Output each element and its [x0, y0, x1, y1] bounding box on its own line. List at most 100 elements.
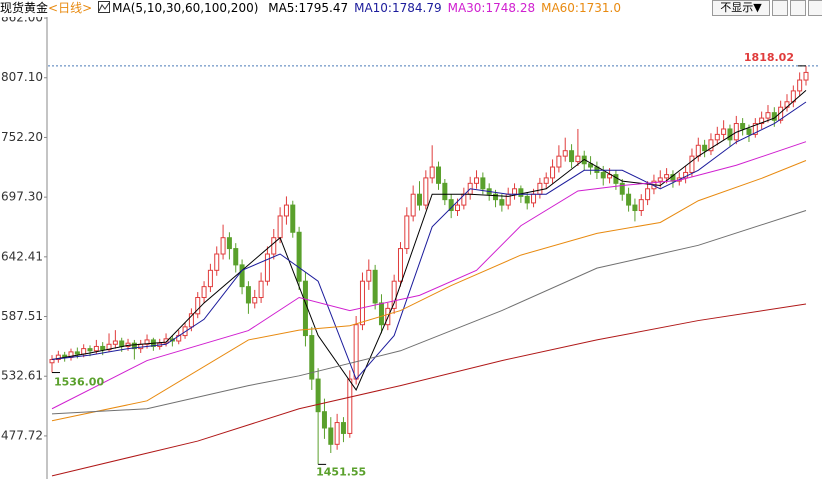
- candle-body: [512, 188, 518, 195]
- candle-body: [797, 79, 803, 92]
- ma-line: [51, 90, 807, 391]
- candle-body: [803, 71, 809, 81]
- candle-body: [442, 182, 448, 201]
- legend-entry: MA5:1795.47: [268, 1, 349, 15]
- candle-body: [493, 193, 499, 201]
- candle-body: [429, 166, 435, 179]
- candle-body: [410, 193, 416, 217]
- candle-body: [607, 174, 613, 179]
- candle-body: [55, 354, 61, 360]
- candle-body: [455, 204, 461, 212]
- icon-button[interactable]: [808, 0, 822, 16]
- candle-body: [226, 237, 232, 250]
- y-tick-label: 1697.30: [0, 190, 43, 204]
- candle-body: [366, 269, 372, 282]
- annotation: 1818.02: [744, 51, 794, 64]
- candle-body: [372, 269, 378, 304]
- indicator-icon: [98, 1, 111, 13]
- candle-body: [74, 351, 80, 355]
- candle-body: [353, 324, 359, 380]
- candle-body: [543, 177, 549, 184]
- candle-body: [569, 150, 575, 163]
- candle-body: [49, 358, 55, 364]
- candle-body: [239, 264, 245, 288]
- candle-body: [106, 343, 112, 351]
- candle-body: [436, 166, 442, 184]
- candle-body: [391, 280, 397, 309]
- candle-body: [404, 215, 410, 250]
- candle-body: [245, 286, 251, 304]
- legend-entry: MA30:1748.28: [447, 1, 536, 15]
- candle-body: [112, 340, 118, 345]
- candle-body: [359, 280, 365, 326]
- candle-body: [695, 144, 701, 157]
- candle-body: [689, 155, 695, 173]
- candle-body: [759, 117, 765, 125]
- title: 现货黄金: [0, 1, 49, 15]
- candle-body: [163, 338, 169, 344]
- candle-body: [328, 427, 334, 445]
- candle-body: [588, 163, 594, 168]
- header: 现货黄金<日线> MA(5,10,30,60,100,200) MA5:1795.…: [0, 0, 633, 17]
- candle-body: [271, 237, 277, 255]
- candle-body: [626, 193, 632, 206]
- candle-body: [214, 253, 220, 271]
- candle-body: [302, 280, 308, 337]
- candle-body: [283, 204, 289, 217]
- legend: MA5:1795.47 MA10:1784.79 MA30:1748.28 MA60:…: [268, 1, 627, 15]
- candle-body: [613, 174, 619, 184]
- period: <日线>: [48, 1, 93, 15]
- candle-body: [252, 297, 258, 304]
- ma-line: [51, 160, 807, 422]
- candle-body: [746, 128, 752, 135]
- candle-body: [765, 112, 771, 119]
- candle-body: [264, 253, 270, 282]
- candle-body: [144, 339, 150, 345]
- candle-body: [664, 174, 670, 179]
- candle-body: [727, 128, 733, 141]
- icon-button[interactable]: [790, 0, 806, 16]
- candle-body: [131, 342, 137, 350]
- candle-body: [556, 155, 562, 168]
- candle-body: [600, 171, 606, 179]
- candle-body: [93, 345, 99, 352]
- candle-body: [233, 248, 239, 266]
- candle-body: [714, 133, 720, 141]
- candle-body: [321, 411, 327, 429]
- candle-body: [315, 378, 321, 413]
- candle-body: [550, 166, 556, 179]
- candle-body: [531, 193, 537, 204]
- candle-body: [378, 302, 384, 326]
- candle-body: [474, 177, 480, 184]
- candle-body: [340, 422, 346, 434]
- candle-body: [188, 313, 194, 328]
- candle-body: [334, 422, 340, 445]
- ma-line: [51, 101, 807, 381]
- candle-body: [721, 128, 727, 135]
- candle-body: [645, 188, 651, 201]
- candle-body: [138, 343, 144, 350]
- candle-body: [258, 280, 264, 299]
- candle-body: [347, 378, 353, 434]
- candle-body: [119, 340, 125, 347]
- legend-entry: MA10:1784.79: [354, 1, 442, 15]
- candle-body: [638, 199, 644, 212]
- hide-button[interactable]: 不显示▼: [712, 0, 770, 16]
- icon-button[interactable]: [772, 0, 788, 16]
- candle-body: [708, 139, 714, 152]
- candle-body: [632, 204, 638, 212]
- candle-body: [619, 182, 625, 195]
- candle-body: [524, 195, 530, 204]
- ma-line: [51, 303, 807, 477]
- candle-body: [657, 177, 663, 182]
- candle-body: [702, 144, 708, 152]
- candle-body: [290, 204, 296, 233]
- annotation: 1536.00: [54, 376, 104, 389]
- candle-body: [416, 193, 422, 206]
- y-tick-label: 1642.41: [0, 249, 43, 263]
